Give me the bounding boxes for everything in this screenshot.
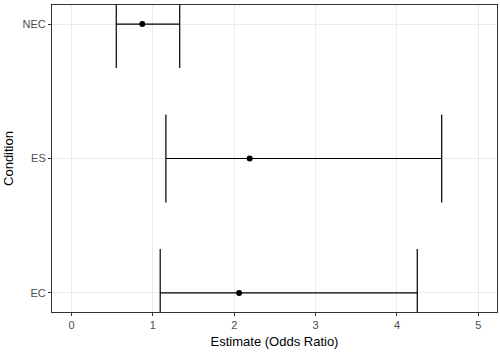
svg-text:EC: EC bbox=[31, 287, 46, 299]
svg-text:NEC: NEC bbox=[23, 18, 46, 30]
svg-text:3: 3 bbox=[313, 319, 319, 331]
svg-text:5: 5 bbox=[475, 319, 481, 331]
svg-text:2: 2 bbox=[231, 319, 237, 331]
svg-text:Estimate (Odds Ratio): Estimate (Odds Ratio) bbox=[211, 334, 339, 349]
svg-text:0: 0 bbox=[68, 319, 74, 331]
svg-text:1: 1 bbox=[150, 319, 156, 331]
svg-text:4: 4 bbox=[394, 319, 400, 331]
svg-text:Condition: Condition bbox=[1, 131, 16, 186]
svg-text:ES: ES bbox=[31, 152, 46, 164]
